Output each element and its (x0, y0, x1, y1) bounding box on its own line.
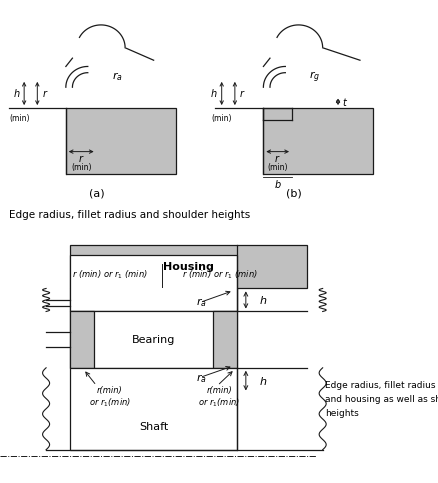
Text: (min): (min) (71, 163, 91, 172)
Text: Edge radius, fillet radius of shaft: Edge radius, fillet radius of shaft (324, 381, 438, 390)
Bar (70, 368, 237, 450)
Bar (66, 108, 175, 174)
Text: and housing as well as shoulder: and housing as well as shoulder (324, 395, 438, 404)
Text: Shaft: Shaft (139, 422, 168, 432)
Text: $h$: $h$ (259, 375, 267, 386)
Text: $r_a$: $r_a$ (195, 296, 206, 309)
Bar (70, 312, 94, 368)
Text: (a): (a) (88, 188, 104, 198)
Text: (b): (b) (286, 188, 301, 198)
Text: $r_g$: $r_g$ (309, 69, 320, 85)
Text: $r$: $r$ (274, 153, 280, 164)
Bar (70, 255, 237, 312)
Text: r(min)
or $r_1$(min): r(min) or $r_1$(min) (88, 385, 131, 409)
Text: r (min) or $r_1$ (min): r (min) or $r_1$ (min) (72, 268, 147, 281)
Text: r (min) or $r_1$ (min): r (min) or $r_1$ (min) (181, 268, 257, 281)
Text: Bearing: Bearing (132, 335, 175, 345)
Bar (212, 312, 237, 368)
Text: $r_a$: $r_a$ (195, 372, 206, 385)
Text: heights: heights (324, 410, 358, 418)
Bar (70, 288, 237, 312)
Text: (min): (min) (267, 163, 287, 172)
Text: (min): (min) (211, 114, 231, 123)
Text: $h$: $h$ (210, 87, 218, 99)
Text: Edge radius, fillet radius and shoulder heights: Edge radius, fillet radius and shoulder … (9, 210, 250, 220)
Text: $r$: $r$ (78, 153, 84, 164)
Text: $b$: $b$ (273, 178, 281, 190)
Bar (70, 245, 307, 288)
Text: $r$: $r$ (42, 88, 48, 99)
Text: $h$: $h$ (13, 87, 21, 99)
Text: $h$: $h$ (259, 294, 267, 306)
Text: $r_a$: $r_a$ (112, 71, 123, 83)
Bar (263, 108, 372, 174)
Text: r(min)
or $r_1$(min): r(min) or $r_1$(min) (198, 385, 240, 409)
Text: $r$: $r$ (239, 88, 245, 99)
Text: Housing: Housing (163, 262, 214, 272)
Bar (70, 312, 237, 368)
Text: (min): (min) (10, 114, 30, 123)
Text: $t$: $t$ (341, 96, 347, 108)
